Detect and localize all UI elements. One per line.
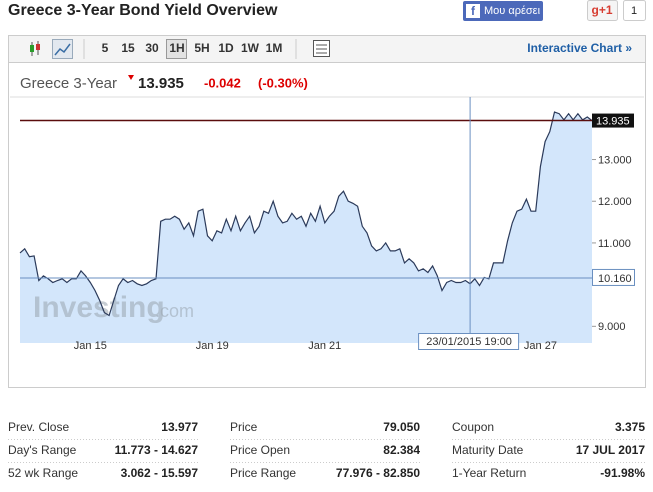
gplus-count-box [623, 0, 646, 21]
x-tick-label: Jan 27 [524, 340, 557, 352]
stats-table: Prev. Close 13.977 Day's Range 11.773 - 14.… [8, 420, 645, 480]
page-title: Greece 3-Year Bond Yield Overview [8, 2, 278, 19]
down-arrow [128, 75, 134, 80]
stat-value: 3.375 [615, 420, 645, 434]
interval-button[interactable]: 1D [218, 41, 234, 55]
interval-button[interactable]: 5H [194, 41, 209, 55]
line-icon [54, 43, 71, 56]
line-icon-box[interactable] [52, 39, 73, 59]
y-tick-label: 11.000 [598, 238, 631, 250]
watermark: Investing [33, 291, 165, 324]
interval-button[interactable]: 1H [169, 41, 184, 55]
fb-icon [466, 4, 480, 18]
quote-last: 13.935 [138, 75, 184, 92]
stat-label: Prev. Close [8, 420, 69, 434]
interval-button[interactable]: 15 [121, 41, 135, 55]
quote-change-pct: (-0.30%) [258, 75, 308, 90]
stat-value: -91.98% [600, 466, 645, 480]
stat-label: Maturity Date [452, 443, 524, 457]
stat-label: 52 wk Range [8, 466, 78, 480]
stat-label: Price Range [230, 466, 296, 480]
stat-label: Day's Range [8, 443, 77, 457]
gplus-button[interactable] [587, 0, 618, 21]
stat-label: Coupon [452, 420, 494, 434]
stat-value: 11.773 - 14.627 [115, 443, 199, 457]
interactive-chart-link[interactable]: Interactive Chart » [527, 41, 632, 55]
stat-label: Price Open [230, 443, 290, 457]
stat-label: 1-Year Return [452, 466, 526, 480]
interval-button[interactable]: 5 [102, 41, 109, 55]
crosshair-y-label: 10.160 [598, 273, 632, 285]
icon-rect [30, 45, 34, 52]
stat-value: 77.976 - 82.850 [336, 466, 420, 480]
x-tick-label: Jan 15 [74, 340, 107, 352]
stat-value: 3.062 - 15.597 [121, 466, 199, 480]
last-value-box [592, 113, 634, 128]
stat-value: 13.977 [161, 420, 198, 434]
interval-button[interactable]: 30 [145, 41, 159, 55]
stat-value: 82.384 [383, 443, 420, 457]
plot: Investing.com 13.935 9.000 11.000 12.000 13.0… [10, 96, 644, 352]
quote-name: Greece 3-Year [20, 75, 117, 92]
last-value-label: 13.935 [596, 115, 630, 127]
price-line [19, 111, 593, 317]
crosshair-x-box [418, 333, 520, 350]
fb-f: f [471, 4, 476, 18]
interval-button[interactable]: 1M [266, 41, 283, 55]
icon-rect [36, 44, 40, 50]
x-tick-label: Jan 21 [308, 340, 341, 352]
y-tick-label: 12.000 [598, 196, 632, 208]
quote-change: -0.042 [204, 75, 241, 90]
interval-selected [166, 39, 187, 59]
y-tick-label: 13.000 [598, 154, 632, 166]
candle-icon[interactable] [30, 41, 40, 56]
gplus-text: g+1 [591, 3, 612, 17]
stat-label: Price [230, 420, 258, 434]
interval-button[interactable]: 1W [241, 41, 260, 55]
like-text: Μου αρέσει [484, 5, 541, 17]
crosshair-x-label: 23/01/2015 19:00 [426, 336, 512, 348]
watermark-suffix: .com [155, 301, 194, 321]
like-button[interactable] [463, 1, 543, 21]
stat-value: 79.050 [383, 420, 420, 434]
crosshair-y-box [592, 268, 635, 286]
y-tick-label: 9.000 [598, 321, 626, 333]
x-tick-label: Jan 19 [196, 340, 229, 352]
gplus-count: 1 [631, 5, 637, 17]
stat-value: 17 JUL 2017 [576, 443, 645, 457]
